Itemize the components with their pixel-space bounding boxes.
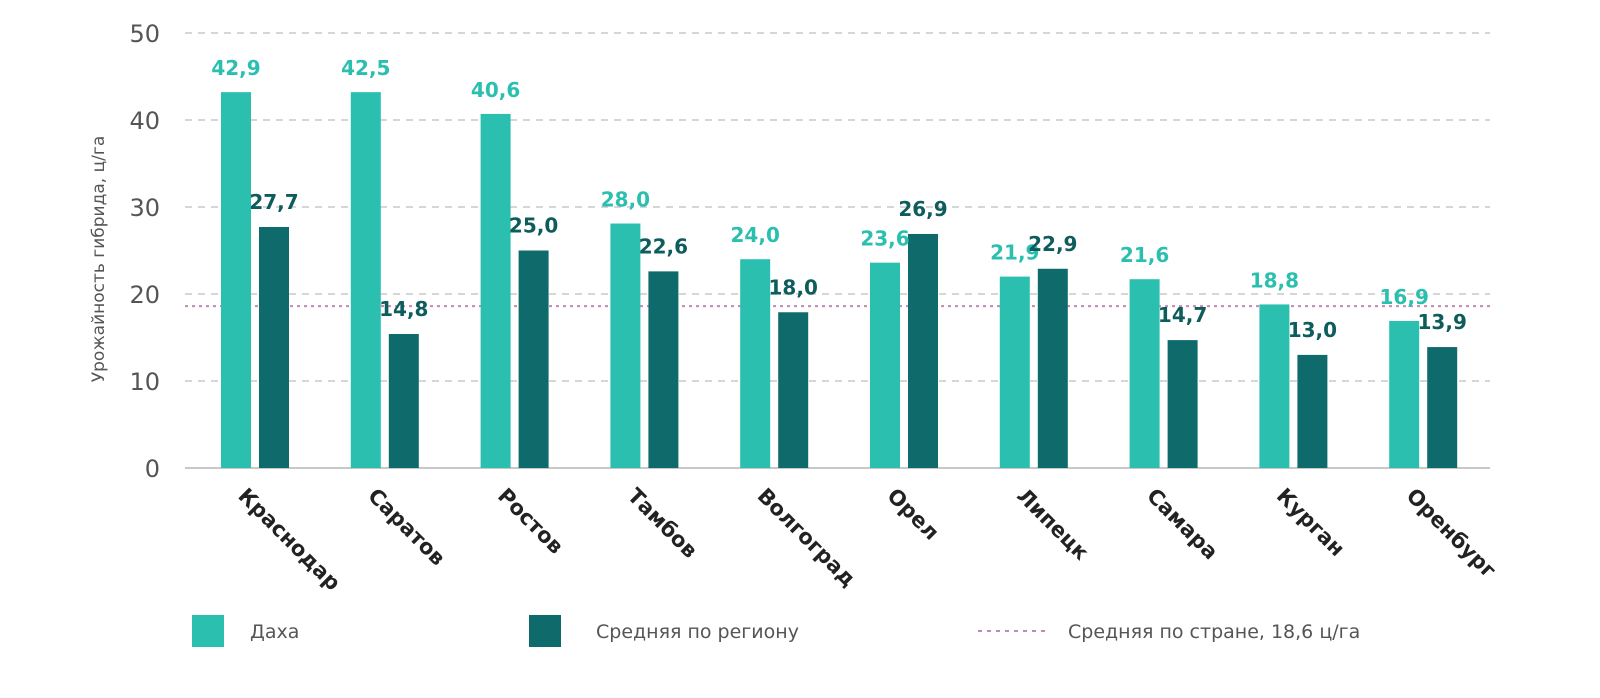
x-category-label-6: Липецк (1012, 484, 1093, 565)
legend: Даха Средняя по региону Средняя по стран… (192, 615, 1360, 647)
value-label-region-3: 22,6 (639, 234, 688, 258)
bar-daha-6 (999, 276, 1030, 468)
value-label-region-8: 13,0 (1288, 318, 1337, 342)
x-category-label-8: Курган (1272, 484, 1349, 561)
value-label-region-2: 25,0 (509, 214, 558, 238)
value-label-daha-4: 24,0 (731, 223, 780, 247)
x-category-label-1: Саратов (363, 484, 450, 571)
y-tick-label-10: 10 (129, 368, 160, 396)
x-category-label-2: Ростов (493, 484, 568, 559)
value-label-daha-1: 42,5 (341, 56, 390, 80)
bar-daha-2 (480, 113, 511, 468)
bar-daha-8 (1259, 304, 1290, 468)
legend-label-daha: Даха (250, 621, 299, 643)
value-label-daha-8: 18,8 (1250, 268, 1299, 292)
value-label-daha-9: 16,9 (1380, 285, 1429, 309)
bar-region-6 (1037, 268, 1068, 468)
value-label-region-1: 14,8 (379, 297, 428, 321)
x-category-label-4: Волгоград (753, 484, 861, 592)
bar-daha-0 (221, 92, 251, 468)
y-tick-label-40: 40 (129, 107, 160, 135)
bar-region-3 (648, 271, 679, 468)
x-axis-categories: Краснодар Саратов Ростов Тамбов Волгоград Оре… (233, 484, 1500, 596)
value-label-daha-3: 28,0 (601, 188, 650, 212)
value-label-region-7: 14,7 (1158, 303, 1207, 327)
bar-region-0 (259, 227, 289, 468)
bar-daha-9 (1389, 320, 1420, 468)
y-axis-ticks: 0 10 20 30 40 50 (129, 20, 160, 483)
legend-swatch-region-average (529, 615, 561, 647)
bar-daha-4 (740, 259, 771, 468)
x-category-label-0: Краснодар (233, 484, 345, 596)
legend-label-region-average: Средняя по региону (596, 621, 799, 643)
bars (221, 92, 1458, 468)
bar-daha-1 (350, 92, 381, 468)
y-tick-label-20: 20 (129, 281, 160, 309)
x-category-label-9: Оренбург (1402, 484, 1501, 583)
x-category-label-5: Орел (882, 484, 943, 545)
legend-label-country-average: Средняя по стране, 18,6 ц/га (1068, 621, 1360, 643)
legend-swatch-daha (192, 615, 224, 647)
value-label-daha-7: 21,6 (1120, 243, 1169, 267)
bar-region-7 (1167, 340, 1198, 468)
x-category-label-7: Самара (1142, 484, 1223, 565)
bar-region-1 (388, 334, 419, 468)
bar-daha-3 (610, 223, 641, 468)
bar-region-5 (908, 233, 938, 468)
x-category-label-3: Тамбов (623, 484, 702, 563)
value-label-region-6: 22,9 (1028, 232, 1077, 256)
value-labels: 42,9 27,7 42,5 14,8 40,6 25,0 28,0 22,6 24,0 18,0… (211, 56, 1467, 342)
bar-region-9 (1427, 347, 1458, 468)
value-label-region-4: 18,0 (769, 275, 818, 299)
bar-daha-5 (870, 262, 900, 468)
bar-region-4 (778, 312, 809, 468)
bar-region-8 (1297, 354, 1328, 468)
y-tick-label-30: 30 (129, 194, 160, 222)
value-label-region-9: 13,9 (1418, 310, 1467, 334)
value-label-daha-6: 21,9 (990, 241, 1039, 265)
y-tick-label-0: 0 (145, 455, 160, 483)
bar-region-2 (518, 250, 549, 468)
value-label-region-5: 26,9 (898, 197, 947, 221)
y-tick-label-50: 50 (129, 20, 160, 48)
bar-daha-7 (1129, 279, 1160, 468)
y-axis-label: Урожайность гибрида, ц/га (89, 136, 109, 382)
value-label-daha-2: 40,6 (471, 78, 520, 102)
value-label-region-0: 27,7 (249, 190, 298, 214)
value-label-daha-0: 42,9 (211, 56, 260, 80)
value-label-daha-5: 23,6 (860, 227, 909, 251)
